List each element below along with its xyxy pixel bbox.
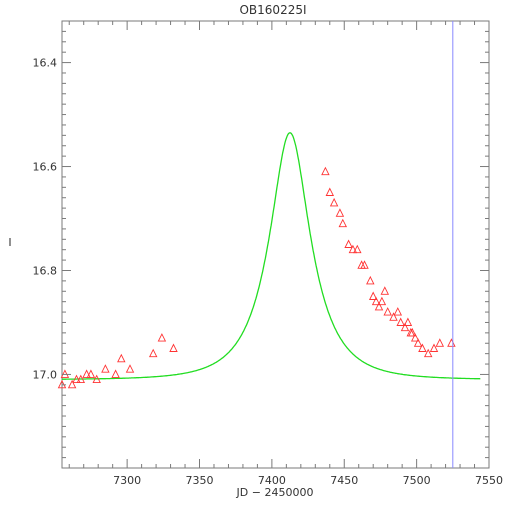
data-point: [371, 296, 381, 306]
data-point: [76, 374, 86, 384]
y-tick-label: 16.8: [33, 264, 58, 277]
y-tick-label: 16.6: [33, 161, 58, 174]
data-point: [101, 364, 110, 373]
data-point: [389, 312, 398, 321]
data-point: [408, 327, 417, 337]
x-tick-label: 7500: [403, 474, 431, 487]
data-point: [117, 353, 126, 363]
data-point: [435, 338, 445, 347]
data-point: [400, 322, 410, 332]
data-point: [82, 369, 91, 378]
x-tick-label: 7350: [186, 474, 214, 487]
data-point: [366, 275, 375, 285]
data-point: [111, 369, 120, 378]
data-point: [335, 208, 345, 217]
data-point: [92, 374, 101, 384]
data-point: [396, 317, 405, 326]
data-point: [348, 244, 358, 254]
data-points-layer: [57, 166, 456, 389]
plot-frame: [61, 20, 490, 469]
plot-area: [57, 20, 490, 469]
y-tick-label: 17.0: [33, 368, 58, 381]
x-tick-label: 7450: [330, 474, 358, 487]
x-tick-label: 7400: [258, 474, 286, 487]
data-point: [321, 166, 330, 176]
data-point: [329, 197, 339, 207]
data-point: [418, 343, 427, 352]
data-point: [360, 260, 369, 269]
data-point: [380, 286, 390, 295]
data-point: [157, 333, 167, 342]
data-point: [410, 333, 420, 342]
chart-title: OB160225I: [239, 3, 306, 17]
data-point: [374, 301, 384, 311]
x-axis-label: JD − 2450000: [236, 486, 314, 499]
data-point: [429, 343, 439, 352]
data-point: [86, 369, 96, 378]
data-point: [344, 239, 353, 248]
data-point: [169, 343, 178, 352]
data-point: [353, 244, 362, 254]
data-point: [447, 338, 456, 347]
data-point: [377, 296, 387, 306]
data-point: [368, 291, 378, 300]
y-axis: 16.4 16.6 16.8 17.0: [33, 30, 489, 459]
data-point: [383, 307, 392, 316]
x-tick-label: 7300: [113, 474, 141, 487]
data-point: [403, 317, 413, 326]
model-curve-layer: [62, 132, 481, 380]
x-tick-label: 7550: [475, 474, 503, 487]
x-axis: 7300 7350 7400 7450 7500 7550: [68, 21, 503, 487]
y-axis-label: I: [8, 236, 11, 249]
y-tick-label: 16.4: [33, 57, 58, 70]
data-point: [325, 187, 335, 196]
model-curve-line: [62, 132, 481, 380]
data-point: [393, 307, 403, 316]
data-point: [125, 364, 135, 373]
data-point: [338, 218, 348, 228]
data-point: [413, 338, 423, 347]
data-point: [67, 379, 77, 389]
data-point: [60, 369, 70, 378]
data-point: [148, 348, 158, 358]
data-point: [72, 374, 81, 384]
data-point: [423, 348, 433, 358]
data-point: [57, 379, 67, 389]
